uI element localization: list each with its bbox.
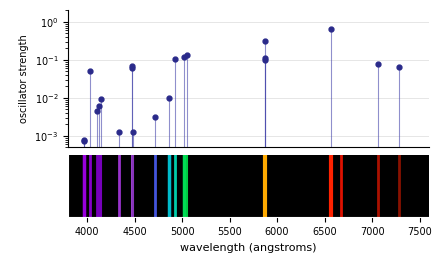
X-axis label: wavelength (angstroms): wavelength (angstroms) (180, 243, 317, 253)
Y-axis label: oscillator strength: oscillator strength (19, 35, 29, 123)
